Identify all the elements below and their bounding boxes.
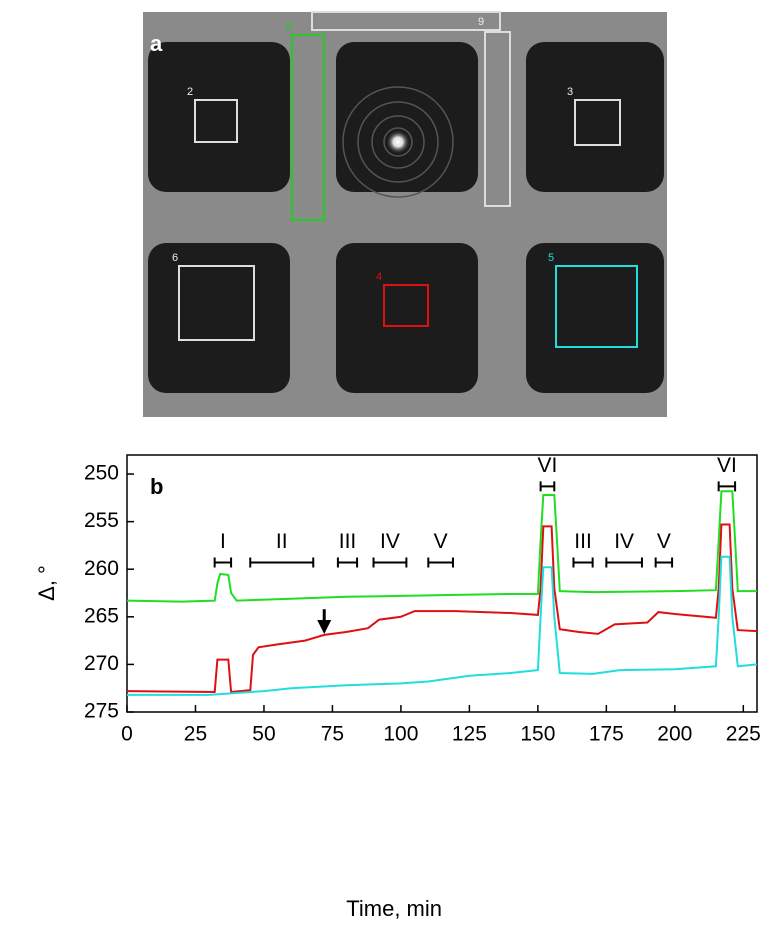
roi [178, 265, 255, 341]
x-tick-label: 50 [252, 723, 275, 746]
roi [291, 34, 325, 221]
interval-label: III [339, 530, 357, 553]
y-tick-label: 260 [84, 557, 119, 580]
panel-a: a 2 3 8 9 6 4 5 [143, 11, 667, 417]
roi [484, 31, 511, 207]
x-tick-label: 0 [121, 723, 133, 746]
x-axis-title: Time, min [346, 896, 442, 921]
roi [383, 284, 429, 327]
y-tick-label: 270 [84, 652, 119, 675]
roi [194, 99, 238, 143]
rois [178, 11, 638, 348]
roi [574, 99, 621, 146]
x-tick-label: 150 [520, 723, 555, 746]
panel-label: a [150, 31, 163, 56]
interval-bracket [539, 481, 556, 492]
y-axis-title: Δ, ° [34, 565, 59, 601]
fringes [342, 86, 454, 198]
interval-label: VI [717, 454, 737, 477]
roi-label: 5 [548, 252, 554, 264]
roi [311, 11, 501, 31]
interval-bracket [427, 557, 454, 568]
x-tick-label: 225 [726, 723, 761, 746]
y-tick-label: 275 [84, 700, 119, 723]
x-tick-label: 25 [184, 723, 207, 746]
interval-label: IV [614, 530, 634, 553]
arrow-head [317, 619, 332, 634]
interval-label: V [434, 530, 448, 553]
interval-bracket [572, 557, 594, 568]
roi [555, 265, 638, 348]
roi-label: 9 [478, 16, 484, 28]
x-tick-label: 100 [383, 723, 418, 746]
roi-label: 2 [187, 86, 193, 98]
y-tick-label: 255 [84, 509, 119, 532]
series-line [126, 490, 757, 603]
interval-bracket [336, 557, 359, 568]
interval-label: VI [538, 454, 558, 477]
x-tick-label: 175 [589, 723, 624, 746]
interval-bracket [372, 557, 408, 568]
interval-label: IV [380, 530, 400, 553]
interval-label: V [657, 530, 671, 553]
panel-label: b [150, 474, 163, 499]
y-tick-label: 250 [84, 462, 119, 485]
interval-label: III [574, 530, 592, 553]
roi-label: 6 [172, 252, 178, 264]
series-line [126, 523, 758, 694]
interval-bracket [605, 557, 643, 568]
roi-label: 4 [376, 271, 382, 283]
interval-label: II [276, 530, 288, 553]
interval-bracket [249, 557, 315, 568]
plot-frame [126, 454, 758, 713]
x-tick-label: 75 [321, 723, 344, 746]
interval-label: I [220, 530, 226, 553]
x-tick-label: 200 [657, 723, 692, 746]
roi-label: 3 [567, 86, 573, 98]
interval-bracket [717, 481, 737, 492]
interval-bracket [213, 557, 233, 568]
pads [148, 42, 664, 393]
x-tick-label: 125 [452, 723, 487, 746]
interval-bracket [654, 557, 674, 568]
bright-spot [386, 130, 410, 154]
y-tick-label: 265 [84, 604, 119, 627]
series-line [127, 555, 758, 696]
roi-label: 8 [286, 21, 292, 33]
